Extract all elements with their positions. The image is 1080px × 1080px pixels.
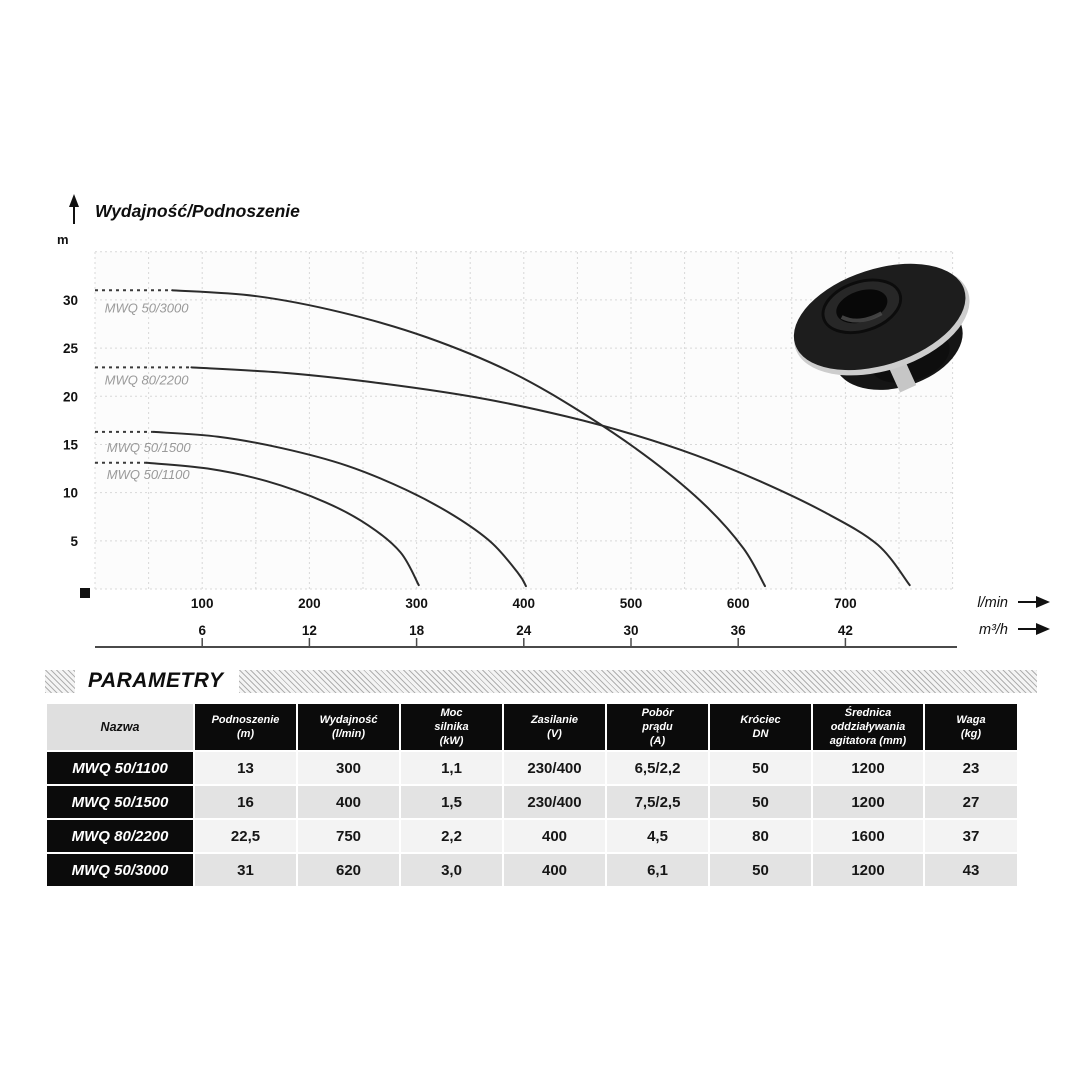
x-tick-label-lmin: 500 xyxy=(620,596,643,611)
value-cell: 80 xyxy=(710,820,811,852)
value-cell: 400 xyxy=(504,820,605,852)
y-tick-label: 20 xyxy=(63,389,78,404)
pump-curve xyxy=(152,430,527,588)
value-cell: 4,5 xyxy=(607,820,708,852)
y-tick-label: 15 xyxy=(63,437,79,452)
table-row: MWQ 50/1100 13 300 1,1 230/400 6,5/2,2 50 1200 2… xyxy=(47,752,1017,784)
value-cell: 31 xyxy=(195,854,296,886)
value-cell: 27 xyxy=(925,786,1017,818)
value-cell: 230/400 xyxy=(504,752,605,784)
pump-impeller-image xyxy=(793,263,970,393)
parameters-section: PARAMETRY Nazwa Podnoszenie (m) Wydajność (l… xyxy=(45,666,1037,888)
value-cell: 6,5/2,2 xyxy=(607,752,708,784)
x-tick-label-m3h: 24 xyxy=(516,623,532,638)
x-tick-label-m3h: 18 xyxy=(409,623,425,638)
y-tick-label: 30 xyxy=(63,293,78,308)
x-tick-label-lmin: 400 xyxy=(513,596,536,611)
x-tick-label-lmin: 200 xyxy=(298,596,321,611)
pump-curve xyxy=(171,289,766,588)
table-row: MWQ 50/3000 31 620 3,0 400 6,1 50 1200 43 xyxy=(47,854,1017,886)
y-tick-label: 10 xyxy=(63,486,78,501)
column-header-nazwa: Nazwa xyxy=(47,704,193,750)
column-header: Średnica oddziaływania agitatora (mm) xyxy=(813,704,923,750)
hatch-band-decoration xyxy=(238,669,1037,693)
column-header: Podnoszenie (m) xyxy=(195,704,296,750)
value-cell: 13 xyxy=(195,752,296,784)
m3h-unit-label: m³/h xyxy=(979,622,1008,638)
curve-label: MWQ 50/1100 xyxy=(107,467,191,482)
value-cell: 300 xyxy=(298,752,399,784)
value-cell: 400 xyxy=(504,854,605,886)
value-cell: 1200 xyxy=(813,752,923,784)
value-cell: 1200 xyxy=(813,854,923,886)
column-header: Wydajność (l/min) xyxy=(298,704,399,750)
value-cell: 620 xyxy=(298,854,399,886)
value-cell: 50 xyxy=(710,752,811,784)
impeller-highlight xyxy=(840,311,883,323)
right-arrow-head-icon xyxy=(1036,596,1050,608)
value-cell: 1,5 xyxy=(401,786,502,818)
column-header: Moc silnika (kW) xyxy=(401,704,502,750)
value-cell: 7,5/2,5 xyxy=(607,786,708,818)
x-tick-label-lmin: 300 xyxy=(405,596,428,611)
column-header: Zasilanie (V) xyxy=(504,704,605,750)
table-row: MWQ 80/2200 22,5 750 2,2 400 4,5 80 1600 37 xyxy=(47,820,1017,852)
value-cell: 50 xyxy=(710,854,811,886)
parameters-heading-row: PARAMETRY xyxy=(45,666,1037,696)
parameters-table: Nazwa Podnoszenie (m) Wydajność (l/min) Moc si… xyxy=(45,702,1019,888)
column-header: Waga (kg) xyxy=(925,704,1017,750)
x-tick-label-m3h: 36 xyxy=(731,623,747,638)
value-cell: 750 xyxy=(298,820,399,852)
x-tick-label-m3h: 12 xyxy=(302,623,317,638)
value-cell: 1200 xyxy=(813,786,923,818)
x-tick-label-m3h: 30 xyxy=(623,623,638,638)
value-cell: 1600 xyxy=(813,820,923,852)
model-name-cell: MWQ 50/3000 xyxy=(47,854,193,886)
value-cell: 2,2 xyxy=(401,820,502,852)
value-cell: 16 xyxy=(195,786,296,818)
curve-label: MWQ 50/1500 xyxy=(107,440,192,455)
y-tick-label: 5 xyxy=(70,534,78,549)
value-cell: 230/400 xyxy=(504,786,605,818)
value-cell: 50 xyxy=(710,786,811,818)
column-header: Pobór prądu (A) xyxy=(607,704,708,750)
value-cell: 37 xyxy=(925,820,1017,852)
pump-curve xyxy=(145,461,420,587)
chart-title: Wydajność/Podnoszenie xyxy=(95,201,300,221)
right-arrow-head-icon xyxy=(1036,623,1050,635)
y-tick-label: 25 xyxy=(63,341,79,356)
parameters-heading: PARAMETRY xyxy=(88,669,224,692)
x-tick-label-m3h: 42 xyxy=(838,623,853,638)
value-cell: 22,5 xyxy=(195,820,296,852)
x-tick-label-lmin: 100 xyxy=(191,596,214,611)
table-row: MWQ 50/1500 16 400 1,5 230/400 7,5/2,5 50 1200 2… xyxy=(47,786,1017,818)
curve-label: MWQ 80/2200 xyxy=(105,373,190,388)
y-axis-unit-label: m xyxy=(57,232,69,247)
hatch-square-decoration xyxy=(45,669,75,693)
value-cell: 3,0 xyxy=(401,854,502,886)
x-tick-label-m3h: 6 xyxy=(198,623,206,638)
model-name-cell: MWQ 50/1500 xyxy=(47,786,193,818)
up-arrow-head-icon xyxy=(69,194,79,207)
value-cell: 23 xyxy=(925,752,1017,784)
x-tick-label-lmin: 600 xyxy=(727,596,750,611)
x-tick-label-lmin: 700 xyxy=(834,596,857,611)
curve-label: MWQ 50/3000 xyxy=(105,300,190,315)
value-cell: 1,1 xyxy=(401,752,502,784)
value-cell: 43 xyxy=(925,854,1017,886)
pump-curve xyxy=(190,366,911,587)
column-header: Króciec DN xyxy=(710,704,811,750)
model-name-cell: MWQ 50/1100 xyxy=(47,752,193,784)
origin-square-icon xyxy=(80,588,90,598)
lmin-unit-label: l/min xyxy=(977,595,1008,611)
value-cell: 6,1 xyxy=(607,854,708,886)
value-cell: 400 xyxy=(298,786,399,818)
model-name-cell: MWQ 80/2200 xyxy=(47,820,193,852)
